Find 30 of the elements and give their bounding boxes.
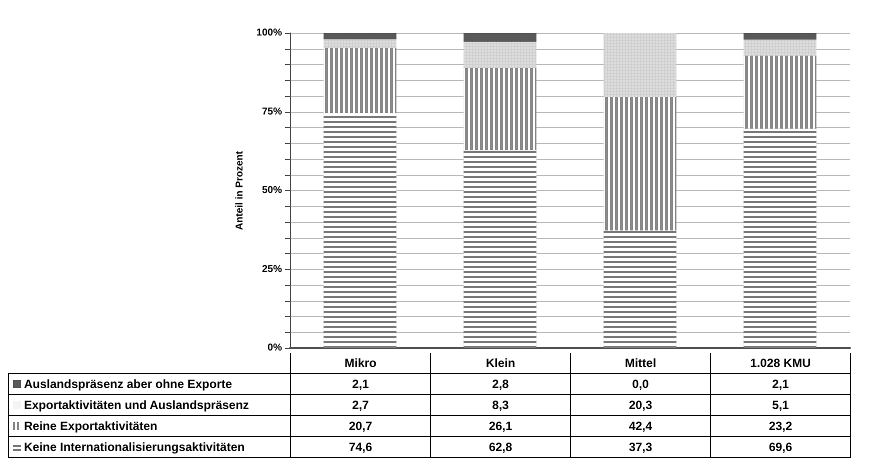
data-label: 8,3 [430,394,570,416]
data-label: 74,6 [290,436,430,458]
x-tick-label: Mittel [570,353,710,374]
y-axis-title: Anteil in Prozent [234,150,246,230]
data-label: 0,0 [570,374,710,394]
y-tick-label: 50% [262,185,282,196]
legend-label: Keine Internationalisierungsaktivitäten [8,436,290,458]
data-label: 20,7 [290,416,430,436]
data-label: 37,3 [570,436,710,458]
y-tick-label: 100% [256,28,282,38]
data-label: 2,1 [290,374,430,394]
data-label: 69,6 [710,436,850,458]
data-label: 20,3 [570,394,710,416]
data-label: 42,4 [570,416,710,436]
data-label: 2,8 [430,374,570,394]
data-label: 2,1 [710,374,850,394]
x-tick-label: Klein [430,353,570,374]
x-tick-label: Mikro [290,353,430,374]
legend-label: Auslandspräsenz aber ohne Exporte [8,374,290,394]
data-label: 5,1 [710,394,850,416]
y-tick-label: 25% [262,264,282,275]
legend-label: Exportaktivitäten und Auslandspräsenz [8,394,290,416]
legend-label: Reine Exportaktivitäten [8,416,290,436]
data-label: 2,7 [290,394,430,416]
data-label: 23,2 [710,416,850,436]
data-label: 26,1 [430,416,570,436]
x-tick-label: 1.028 KMU [710,353,850,374]
data-label: 62,8 [430,436,570,458]
y-tick-label: 75% [262,106,282,118]
y-tick-label: 0% [268,342,282,354]
